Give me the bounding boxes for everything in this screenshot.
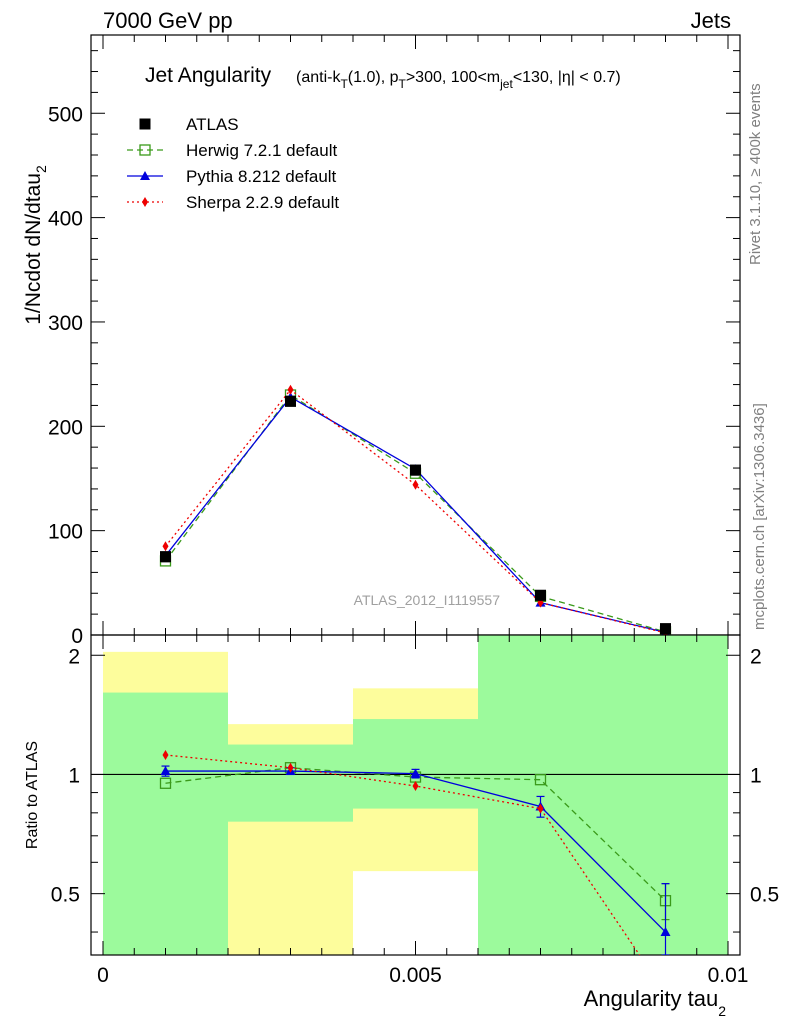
- chart-title-detail: (anti-kT(1.0), pT>300, 100<mjet<130, |η|…: [296, 69, 621, 91]
- ratio-point: [159, 777, 172, 789]
- ratio-band-inner-1: [228, 744, 353, 822]
- main-series-line: [164, 388, 666, 634]
- main-ytick-label: 200: [48, 416, 83, 439]
- ratio-xlabel-sub: 2: [718, 1003, 726, 1019]
- energy-label: 7000 GeV pp: [103, 8, 233, 33]
- atlas-point: [160, 551, 171, 563]
- legend-marker: [139, 144, 151, 156]
- ratio-ytick-label-right: 1: [750, 764, 762, 787]
- ratio-ytick-label: 2: [68, 645, 80, 668]
- ratio-point: [160, 766, 171, 776]
- ratio-band-inner-2: [353, 719, 478, 809]
- main-ytick-label: 0: [71, 625, 83, 648]
- main-ylabel-sub: 2: [33, 165, 49, 173]
- ratio-xlabel-text: Angularity tau: [584, 986, 719, 1011]
- ratio-xtick-label: 0: [97, 964, 109, 987]
- main-ylabel: 1/Ncdot dN/dtau2: [22, 165, 49, 325]
- legend-marker: [142, 197, 148, 207]
- mcplots-label: mcplots.cern.ch [arXiv:1306.3436]: [751, 403, 768, 630]
- chart-title-main: Jet Angularity: [145, 64, 272, 87]
- atlas-point: [410, 464, 421, 476]
- main-ytick-label: 400: [48, 208, 83, 231]
- legend-label: Herwig 7.2.1 default: [186, 141, 337, 160]
- main-point: [162, 541, 169, 552]
- ratio-xtick-label: 0.005: [389, 964, 442, 987]
- title-detail-sub: T: [398, 77, 406, 91]
- title-detail-part: (anti-k: [296, 69, 341, 86]
- title-detail-part: (1.0), p: [348, 69, 399, 86]
- ratio-point: [162, 749, 169, 760]
- legend-label: Pythia 8.212 default: [186, 167, 337, 186]
- main-panel: 0 100 200 300 400 500 1/Ncdot dN/dtau2 Jet Angu…: [22, 34, 741, 648]
- ratio-series-2: [162, 749, 641, 955]
- legend-marker: [140, 171, 150, 180]
- legend-marker: [139, 118, 151, 130]
- ratio-point: [660, 927, 671, 937]
- title-detail-sub: T: [340, 77, 348, 91]
- main-point: [287, 384, 294, 395]
- atlas-point: [660, 623, 671, 635]
- ratio-point: [534, 774, 547, 786]
- atlas-point: [535, 589, 546, 601]
- ratio-xtick-label: 0.01: [708, 964, 749, 987]
- main-ytick-label: 100: [48, 521, 83, 544]
- analysis-id: ATLAS_2012_I1119557: [354, 592, 501, 608]
- title-detail-part: <130, |η| < 0.7): [513, 69, 621, 86]
- ratio-point: [537, 803, 544, 814]
- legend-label: Sherpa 2.2.9 default: [186, 193, 339, 212]
- title-detail-sub: jet: [499, 77, 513, 91]
- main-ytick-label: 300: [48, 312, 83, 335]
- ratio-point: [287, 762, 294, 773]
- ratio-ytick-label: 0.5: [51, 884, 80, 907]
- legend-label: ATLAS: [186, 115, 239, 134]
- ratio-ytick-label-right: 2: [750, 645, 762, 668]
- ratio-ytick-label-right: 0.5: [750, 884, 779, 907]
- main-point: [412, 479, 419, 490]
- category-label: Jets: [691, 8, 731, 33]
- ratio-ytick-label: 1: [68, 764, 80, 787]
- title-detail-part: >300, 100<m: [406, 69, 500, 86]
- ratio-ylabel: Ratio to ATLAS: [24, 741, 41, 849]
- ratio-xlabel: Angularity tau2: [584, 986, 727, 1019]
- atlas-point: [285, 395, 296, 407]
- rivet-label: Rivet 3.1.10, ≥ 400k events: [747, 83, 764, 265]
- ratio-point: [412, 781, 419, 792]
- main-ytick-label: 500: [48, 103, 83, 126]
- ratio-band-inner-0: [103, 692, 228, 955]
- main-ylabel-text: 1/Ncdot dN/dtau: [22, 173, 45, 325]
- ratio-point: [410, 768, 421, 778]
- atlas-points-top: [160, 395, 671, 635]
